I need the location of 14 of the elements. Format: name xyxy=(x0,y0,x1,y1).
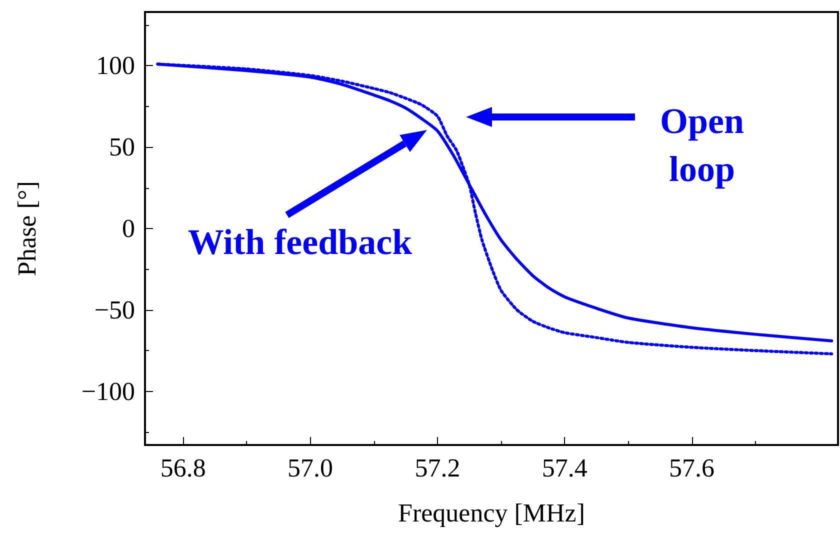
y-tick-label: 100 xyxy=(96,51,135,80)
x-tick-label: 57.4 xyxy=(542,454,588,482)
x-tick-label: 56.8 xyxy=(160,454,206,482)
y-tick-label: 50 xyxy=(109,132,135,162)
x-tick-label: 57.2 xyxy=(414,454,460,482)
annotation: With feedback xyxy=(188,222,412,262)
x-tick-label: 57.6 xyxy=(669,454,715,482)
x-tick-label: 57.0 xyxy=(288,454,334,482)
y-tick-label: −50 xyxy=(94,295,135,324)
y-tick-label: −100 xyxy=(81,376,135,406)
annotation: Open loop xyxy=(660,101,744,189)
x-axis-title: Frequency [MHz] xyxy=(398,498,585,528)
y-axis-title: Phase [°] xyxy=(12,181,42,276)
y-tick-label: 0 xyxy=(122,214,135,243)
